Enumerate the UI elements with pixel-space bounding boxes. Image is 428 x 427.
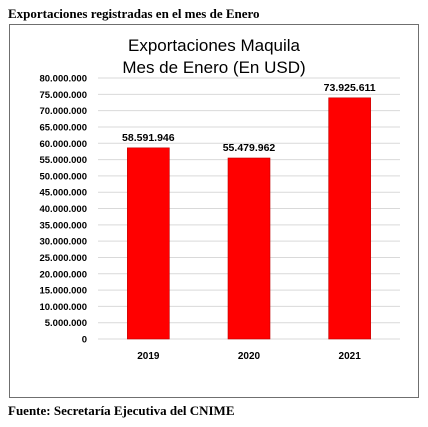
y-tick-label: 40.000.000 (39, 204, 87, 215)
y-tick-label: 45.000.000 (39, 188, 87, 199)
chart-title: Exportaciones Maquila Mes de Enero (En US… (122, 36, 305, 77)
category-label-2021: 2021 (339, 351, 362, 362)
y-tick-label: 25.000.000 (39, 253, 87, 264)
category-label-2020: 2020 (238, 351, 261, 362)
bar-2021 (328, 97, 371, 340)
y-tick-label: 20.000.000 (39, 269, 87, 280)
y-tick-label: 80.000.000 (39, 74, 87, 85)
chart-title-line-2: Mes de Enero (En USD) (122, 58, 305, 77)
source-footer: Fuente: Secretaría Ejecutiva del CNIME (8, 403, 235, 418)
data-label-2019: 58.591.946 (122, 132, 175, 144)
y-tick-label: 10.000.000 (39, 302, 87, 313)
data-labels: 58.591.946 55.479.962 73.925.611 (122, 82, 376, 154)
y-tick-label: 75.000.000 (39, 90, 87, 101)
y-tick-label: 60.000.000 (39, 139, 87, 150)
data-label-2021: 73.925.611 (324, 82, 376, 94)
y-tick-label: 15.000.000 (39, 286, 87, 297)
y-tick-label: 65.000.000 (39, 122, 87, 133)
y-tick-label: 70.000.000 (39, 106, 87, 117)
y-tick-label: 0 (82, 335, 87, 346)
y-tick-label: 30.000.000 (39, 237, 87, 248)
chart-title-line-1: Exportaciones Maquila (128, 36, 301, 55)
bar-2019 (127, 147, 170, 340)
y-axis-tick-labels: 0 5.000.000 10.000.000 15.000.000 20.000.000… (39, 74, 87, 346)
data-label-2020: 55.479.962 (223, 142, 276, 154)
bars (127, 97, 371, 340)
category-label-2019: 2019 (137, 351, 160, 362)
page-heading: Exportaciones registradas en el mes de E… (8, 6, 260, 21)
x-axis-category-labels: 2019 2020 2021 (137, 351, 361, 362)
bar-2020 (227, 157, 271, 340)
y-tick-label: 5.000.000 (45, 318, 87, 329)
y-tick-label: 55.000.000 (39, 155, 87, 166)
y-tick-label: 50.000.000 (39, 171, 87, 182)
y-tick-label: 35.000.000 (39, 220, 87, 231)
